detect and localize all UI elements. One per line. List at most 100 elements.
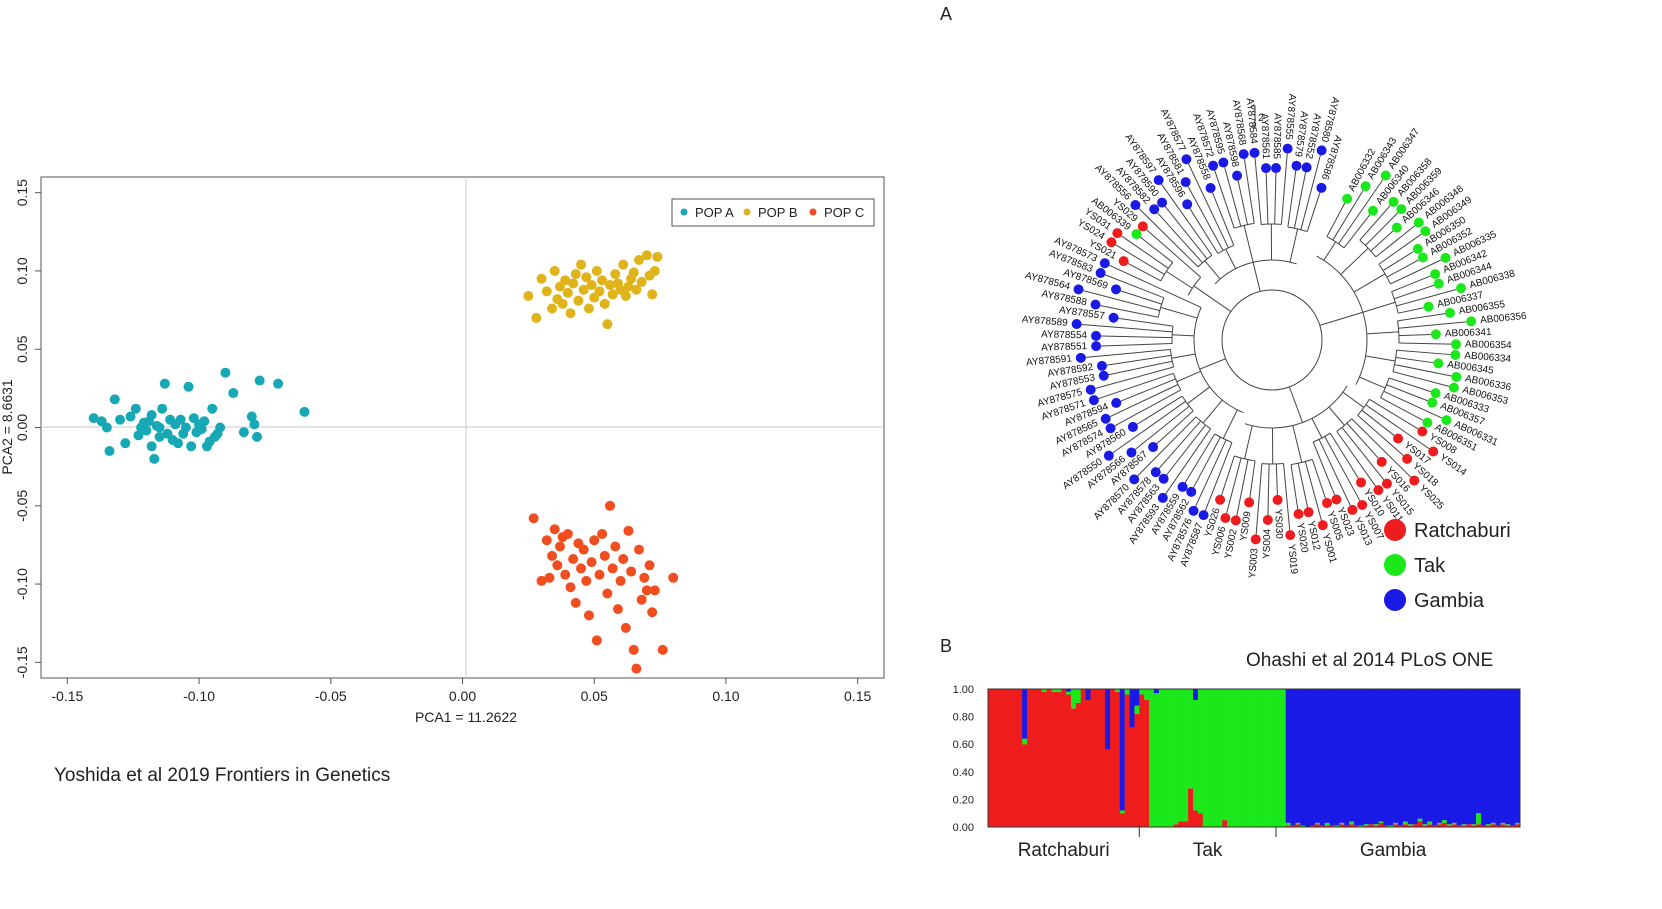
admixture-bar-segment [1397,689,1404,826]
admixture-bar-segment [1119,689,1125,811]
tree-tip-marker [1075,352,1086,363]
pca-point [610,269,621,280]
tree-subclade-arc [1261,223,1282,225]
admixture-bar-segment [1500,689,1506,823]
admixture-bar-segment [1329,825,1335,827]
pca-legend-marker [680,208,688,216]
pca-point [104,445,115,456]
pca-y-tick-label: -0.10 [14,568,30,600]
admixture-bar-segment [1153,689,1160,694]
admixture-bar-segment [1266,689,1272,827]
admixture-bar-segment [1354,689,1360,826]
tree-tip-branch [1311,459,1326,499]
tree-tip-marker [1420,226,1431,237]
admixture-bar-segment [1207,689,1213,827]
admixture-bar-segment [1363,689,1369,825]
tree-tip-marker [1317,520,1328,531]
pca-point [565,308,576,319]
tree-tip-branch [1359,205,1391,241]
tree-tip-marker [1244,497,1255,508]
admixture-bar-segment [1334,689,1340,826]
tree-root-ring [1221,289,1323,391]
tree-tip-branch [1255,463,1263,535]
admixture-bar-segment [1417,689,1423,819]
admixture-bar-segment [1315,822,1321,825]
pca-x-tick-label: 0.10 [712,688,739,704]
admixture-bar-segment [1476,689,1482,814]
pca-point [541,535,552,546]
admixture-bar-segment [1363,825,1369,827]
tree-tip-marker [1091,330,1102,341]
tree-tip-marker [1111,284,1122,295]
admixture-bar-segment [1490,822,1496,825]
tree-clade-stem [1199,358,1226,370]
admixture-y-tick-label: 1.00 [953,684,974,696]
pca-point [183,381,194,392]
admixture-bar-segment [1119,810,1125,814]
tree-tip-branch [1211,192,1235,246]
tree-subclade-arc [1313,432,1331,443]
pca-panel: -0.15 -0.10 -0.05 0.00 0.05 0.10 0.15 0.15 0.10… [0,176,885,786]
pca-point [228,388,239,399]
admixture-bar-segment [1480,689,1487,826]
admixture-bar-segment [1222,689,1228,821]
tree-subclade-stem [1222,409,1238,439]
tree-tip-marker [1272,494,1283,505]
admixture-bar-segment [1027,689,1033,827]
pca-point [273,378,284,389]
pca-point [154,422,165,433]
tree-tip-marker [1388,196,1399,207]
admixture-bar-segment [1285,822,1291,826]
admixture-bar-segment [1446,689,1452,825]
pca-point [141,425,152,436]
tree-tip-branch [1204,442,1233,511]
tree-tip-marker [1098,370,1109,381]
tree-tip-branch [1318,439,1351,506]
tree-subclade-stem [1225,248,1237,269]
admixture-bar-segment [1402,689,1409,822]
tree-tip-branch [1394,284,1435,300]
tree-tip-branch [1106,354,1172,366]
tree-tip-branch [1224,167,1242,227]
tree-tip-branch [1085,348,1171,358]
pca-point [599,298,610,309]
tree-tip-label: AY878555 [1283,93,1298,140]
admixture-bar-segment [1275,689,1282,827]
pca-point [607,289,618,300]
pca-point [573,295,584,306]
pca-point [252,431,263,442]
pca-x-tick-label: -0.10 [183,688,215,704]
admixture-bar-segment [1139,694,1145,827]
tree-tip-marker [1342,193,1353,204]
tree-tip-branch [1395,356,1434,364]
tree-tip-branch [1306,192,1321,232]
pca-point [581,272,592,283]
tree-tip-branch [1343,214,1371,249]
pca-point [668,572,679,583]
tree-tip-marker [1130,200,1141,211]
admixture-bar-segment [1075,702,1082,827]
admixture-bar-segment [1031,689,1038,827]
pca-point [196,424,207,435]
admixture-bar-segment [1085,700,1091,827]
admixture-bar-segment [1485,825,1492,827]
pca-point [552,560,563,571]
pca-point [172,438,183,449]
tree-clade-stem [1288,386,1304,423]
admixture-bar-segment [1017,689,1023,827]
tree-tip-marker [1396,204,1407,215]
tree-tip-marker [1182,199,1193,210]
admixture-bars [987,688,1521,828]
pca-point [523,290,534,301]
tree-tip-marker [1412,243,1423,254]
tree-tip-branch [1398,321,1467,329]
pca-point [594,286,605,297]
tree-tip-branch [1265,173,1269,225]
tree-tip-branch [1138,208,1199,268]
tree-tip-branch [1346,422,1379,459]
tree-tip-marker [1440,252,1451,263]
tree-subclade-stem [1366,331,1399,335]
tree-tip-marker [1430,388,1441,399]
pca-point [207,403,218,414]
